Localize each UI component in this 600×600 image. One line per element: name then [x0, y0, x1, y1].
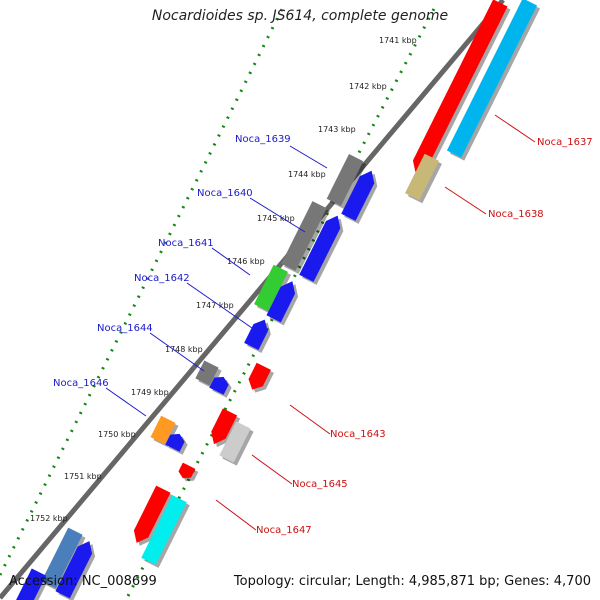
- gene-feature: [133, 485, 174, 546]
- gene-label: Noca_1639: [235, 134, 291, 145]
- kbp-tick-label: 1744 kbp: [288, 170, 326, 179]
- gene-label: Noca_1638: [488, 209, 544, 220]
- gene-label: Noca_1645: [292, 479, 348, 490]
- inner-tick-line: [126, 2, 439, 597]
- gene-feature: [41, 527, 86, 592]
- kbp-tick-label: 1746 kbp: [227, 257, 265, 266]
- gene-label-leader: [249, 197, 306, 233]
- map-title: Nocardioides sp. JS614, complete genome: [151, 8, 449, 24]
- gene-label-leader: [186, 282, 253, 329]
- gene-feature: [412, 0, 511, 177]
- kbp-tick-label: 1743 kbp: [318, 125, 356, 134]
- gene-label: Noca_1642: [134, 273, 190, 284]
- kbp-tick-label: 1752 kbp: [30, 514, 68, 523]
- gene-feature: [446, 0, 541, 161]
- kbp-tick-label: 1748 kbp: [165, 345, 203, 354]
- gene-feature: [165, 433, 188, 455]
- gene-feature: [16, 568, 50, 600]
- gene-label-leader: [149, 332, 205, 372]
- gene-feature: [248, 362, 274, 393]
- gene-feature: [141, 495, 190, 568]
- gene-label-leader: [289, 145, 328, 169]
- gene-feature: [178, 462, 199, 482]
- kbp-tick-label: 1749 kbp: [131, 388, 169, 397]
- gene-features: [16, 0, 541, 600]
- gene-feature: [150, 415, 179, 448]
- gene-label: Noca_1644: [97, 323, 153, 334]
- gene-feature: [219, 421, 254, 466]
- outer-tick-line: [0, 2, 287, 576]
- gene-label-leader: [251, 454, 293, 485]
- gene-label: Noca_1646: [53, 378, 109, 389]
- gene-label-leader: [289, 404, 331, 435]
- track-lines: [0, 0, 505, 600]
- kbp-tick-label: 1745 kbp: [257, 214, 295, 223]
- kbp-tick-label: 1751 kbp: [64, 472, 102, 481]
- gene-label: Noca_1641: [158, 238, 214, 249]
- gene-feature: [341, 170, 378, 224]
- gene-label-leader: [494, 114, 536, 143]
- gene-label-leader: [444, 186, 487, 215]
- accession-text: Accession: NC_008699: [9, 574, 157, 589]
- gene-label: Noca_1640: [197, 188, 253, 199]
- gene-label: Noca_1647: [256, 525, 312, 536]
- gene-label: Noca_1637: [537, 137, 593, 148]
- kbp-tick-label: 1747 kbp: [196, 301, 234, 310]
- gene-feature: [254, 264, 291, 315]
- kbp-tick-label: 1750 kbp: [98, 430, 136, 439]
- gene-feature: [281, 201, 330, 274]
- backbone: [0, 0, 505, 600]
- gene-label-leader: [215, 499, 257, 531]
- topology-text: Topology: circular; Length: 4,985,871 bp…: [233, 574, 591, 589]
- gene-label-leader: [105, 387, 147, 417]
- gene-label: Noca_1643: [330, 429, 386, 440]
- gene-label-leader: [211, 247, 251, 276]
- gene-feature: [405, 153, 442, 204]
- gene-labels: Noca_1639 Noca_1640 Noca_1641 Noca_1642 Noca…: [53, 114, 593, 536]
- kbp-ticks: 1741 kbp 1742 kbp 1743 kbp 1744 kbp 1745 kbp…: [30, 36, 417, 523]
- gene-feature: [299, 215, 344, 285]
- kbp-tick-label: 1742 kbp: [349, 82, 387, 91]
- gene-feature: [55, 541, 96, 600]
- gene-feature: [211, 408, 241, 448]
- gene-feature: [326, 154, 367, 209]
- kbp-tick-label: 1741 kbp: [379, 36, 417, 45]
- gene-feature: [244, 319, 271, 353]
- gene-feature: [266, 281, 299, 326]
- gene-feature: [209, 376, 232, 398]
